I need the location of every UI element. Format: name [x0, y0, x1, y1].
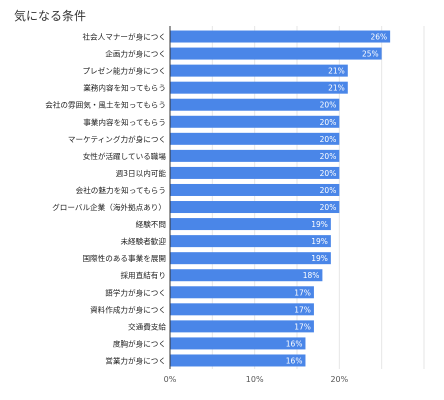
- bar-value-label: 20%: [320, 152, 337, 161]
- category-label: 資料作成力が身につく: [90, 304, 166, 314]
- bar-value-label: 20%: [320, 135, 337, 144]
- bar: [170, 269, 323, 282]
- bar: [170, 235, 331, 248]
- bar-value-label: 21%: [328, 67, 345, 76]
- bar: [170, 98, 340, 111]
- category-label: 未経験者歓迎: [120, 236, 166, 246]
- bar-value-label: 17%: [294, 288, 311, 297]
- bar: [170, 47, 382, 60]
- category-label: 会社の魅力を知ってもらう: [76, 185, 166, 195]
- category-label: 会社の雰囲気・風土を知ってもらう: [45, 100, 166, 110]
- bar: [170, 132, 340, 145]
- bar-value-label: 20%: [320, 101, 337, 110]
- bar-value-label: 25%: [362, 50, 379, 59]
- category-label: 語学力が身につく: [105, 287, 166, 297]
- bar: [170, 115, 340, 128]
- bar: [170, 166, 340, 179]
- x-tick-label: 10%: [246, 375, 264, 384]
- category-label: 国際性のある事業を展開: [82, 253, 166, 263]
- bar: [170, 81, 348, 94]
- category-labels: 社会人マナーが身につく企画力が身につくプレゼン能力が身につく業務内容を知ってもら…: [45, 32, 166, 366]
- bar: [170, 64, 348, 77]
- bar-value-label: 26%: [370, 33, 387, 42]
- bar-value-label: 20%: [320, 186, 337, 195]
- bar-value-label: 19%: [311, 237, 328, 246]
- bar: [170, 201, 340, 214]
- gridlines: [169, 26, 425, 369]
- bar-value-label: 21%: [328, 84, 345, 93]
- category-label: 業務内容を知ってもらう: [83, 83, 166, 93]
- bar: [170, 320, 314, 333]
- category-label: 採用直結有り: [120, 270, 166, 280]
- bar: [170, 218, 331, 231]
- category-label: 営業力が身につく: [105, 355, 166, 365]
- bar-value-label: 20%: [320, 203, 337, 212]
- bar-value-label: 20%: [320, 118, 337, 127]
- bar-value-label: 17%: [294, 305, 311, 314]
- bar: [170, 30, 391, 43]
- bar: [170, 337, 306, 350]
- category-label: 事業内容を知ってもらう: [83, 117, 166, 127]
- category-label: 週3日以内可能: [116, 168, 167, 178]
- x-tick-labels: 0% 10% 20%: [164, 375, 349, 384]
- bar-value-label: 20%: [320, 169, 337, 178]
- bar-value-label: 16%: [286, 356, 303, 365]
- bar: [170, 149, 340, 162]
- bar-value-label: 19%: [311, 220, 328, 229]
- chart-title: 気になる条件: [14, 8, 86, 23]
- category-label: マーケティング力が身につく: [68, 134, 166, 144]
- category-label: 交通費支給: [128, 321, 166, 331]
- bar: [170, 303, 314, 316]
- category-label: プレゼン能力が身につく: [82, 66, 166, 76]
- bar: [170, 286, 314, 299]
- x-tick-label: 0%: [164, 375, 177, 384]
- bar-value-label: 19%: [311, 254, 328, 263]
- category-label: 度胸が身につく: [113, 338, 166, 348]
- category-label: 企画力が身につく: [105, 49, 166, 59]
- category-label: 社会人マナーが身につく: [82, 32, 166, 42]
- bars-group: 26% 25% 21% 21% 20% 20% 20% 20% 20% 20% 20% 19% 19% 1…: [170, 30, 391, 367]
- category-label: 経験不問: [136, 219, 166, 229]
- bar-value-label: 18%: [303, 271, 320, 280]
- category-label: 女性が活躍している職場: [83, 151, 167, 161]
- x-tick-label: 20%: [330, 375, 348, 384]
- bar: [170, 354, 306, 367]
- bar-value-label: 16%: [286, 339, 303, 348]
- bar: [170, 183, 340, 196]
- category-label: グローバル企業（海外拠点あり）: [52, 202, 166, 212]
- bar: [170, 252, 331, 265]
- bar-value-label: 17%: [294, 322, 311, 331]
